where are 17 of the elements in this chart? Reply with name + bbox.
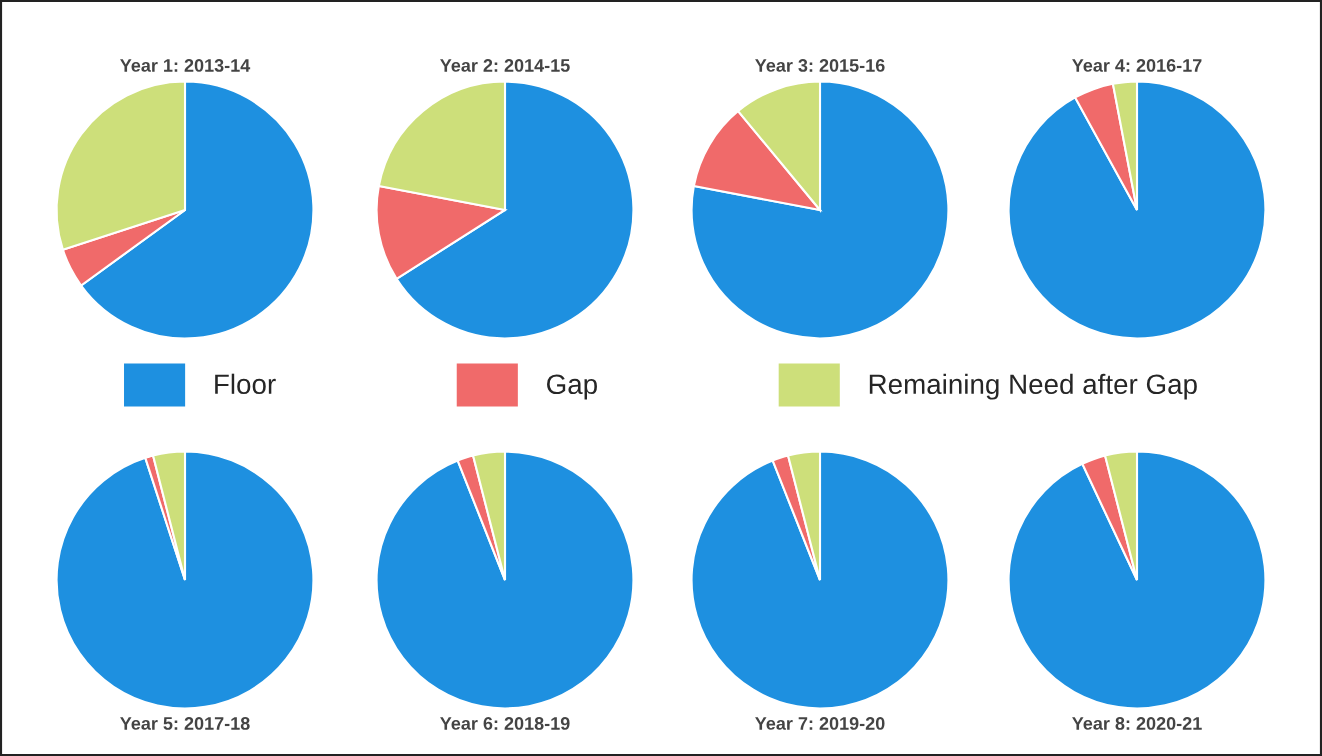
- text: Year 5: 2017-18: [120, 717, 250, 730]
- legend-label: Gap: [547, 374, 597, 400]
- chart-title: Year 1: 2013-14: [120, 59, 251, 72]
- pie-slice: [1007, 80, 1267, 340]
- legend-label: Remaining Need after Gap: [869, 373, 1197, 400]
- pie-slice: [690, 80, 950, 340]
- pie-slice: [55, 450, 315, 710]
- pie-slice: [375, 450, 635, 710]
- chart-title: Year 4: 2016-17: [1072, 59, 1202, 72]
- pie-slice: [1007, 450, 1267, 710]
- legend-label: Floor: [215, 373, 276, 395]
- text: Year 8: 2020-21: [1072, 717, 1202, 730]
- chart-title: Year 2: 2014-15: [440, 59, 570, 72]
- text: Year 7: 2019-20: [755, 717, 885, 730]
- chart-title: Year 3: 2015-16: [755, 59, 885, 72]
- text: Year 6: 2018-19: [440, 717, 570, 730]
- pie-slice: [690, 450, 950, 710]
